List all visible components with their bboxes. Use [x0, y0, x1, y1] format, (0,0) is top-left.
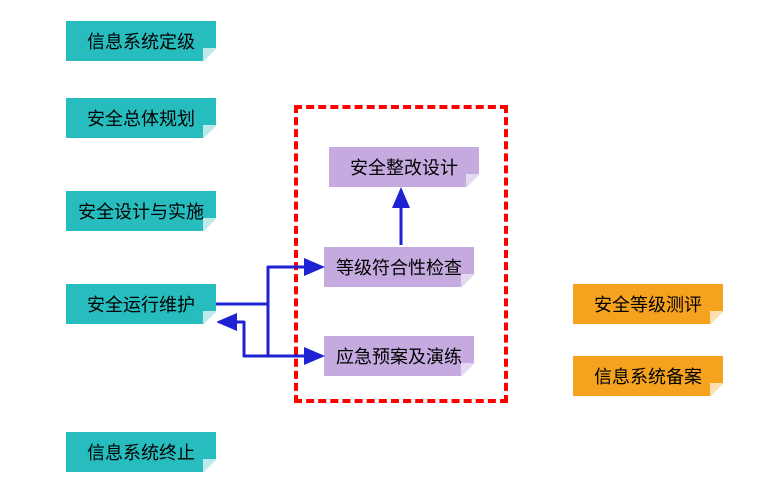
corner-fold — [710, 383, 724, 397]
corner-fold — [461, 363, 475, 377]
node-label: 安全总体规划 — [87, 105, 195, 131]
node-n-check: 等级符合性检查 — [324, 247, 474, 287]
node-n-plan: 安全总体规划 — [66, 98, 216, 138]
node-label: 安全等级测评 — [594, 291, 702, 317]
corner-fold — [203, 311, 217, 325]
node-n-drill: 应急预案及演练 — [324, 336, 474, 376]
corner-fold — [203, 459, 217, 473]
node-label: 信息系统定级 — [87, 28, 195, 54]
node-label: 信息系统备案 — [594, 363, 702, 389]
corner-fold — [461, 274, 475, 288]
node-label: 等级符合性检查 — [336, 254, 462, 280]
node-n-design: 安全设计与实施 — [66, 191, 216, 231]
node-label: 安全设计与实施 — [78, 198, 204, 224]
node-n-end: 信息系统终止 — [66, 432, 216, 472]
corner-fold — [203, 125, 217, 139]
corner-fold — [710, 311, 724, 325]
corner-fold — [203, 48, 217, 62]
node-label: 安全整改设计 — [350, 154, 458, 180]
node-n-eval: 安全等级测评 — [573, 284, 723, 324]
corner-fold — [466, 174, 480, 188]
corner-fold — [203, 218, 217, 232]
node-label: 应急预案及演练 — [336, 343, 462, 369]
node-label: 信息系统终止 — [87, 439, 195, 465]
node-n-record: 信息系统备案 — [573, 356, 723, 396]
node-n-maintain: 安全运行维护 — [66, 284, 216, 324]
node-label: 安全运行维护 — [87, 291, 195, 317]
node-n-level: 信息系统定级 — [66, 21, 216, 61]
node-n-redesign: 安全整改设计 — [329, 147, 479, 187]
